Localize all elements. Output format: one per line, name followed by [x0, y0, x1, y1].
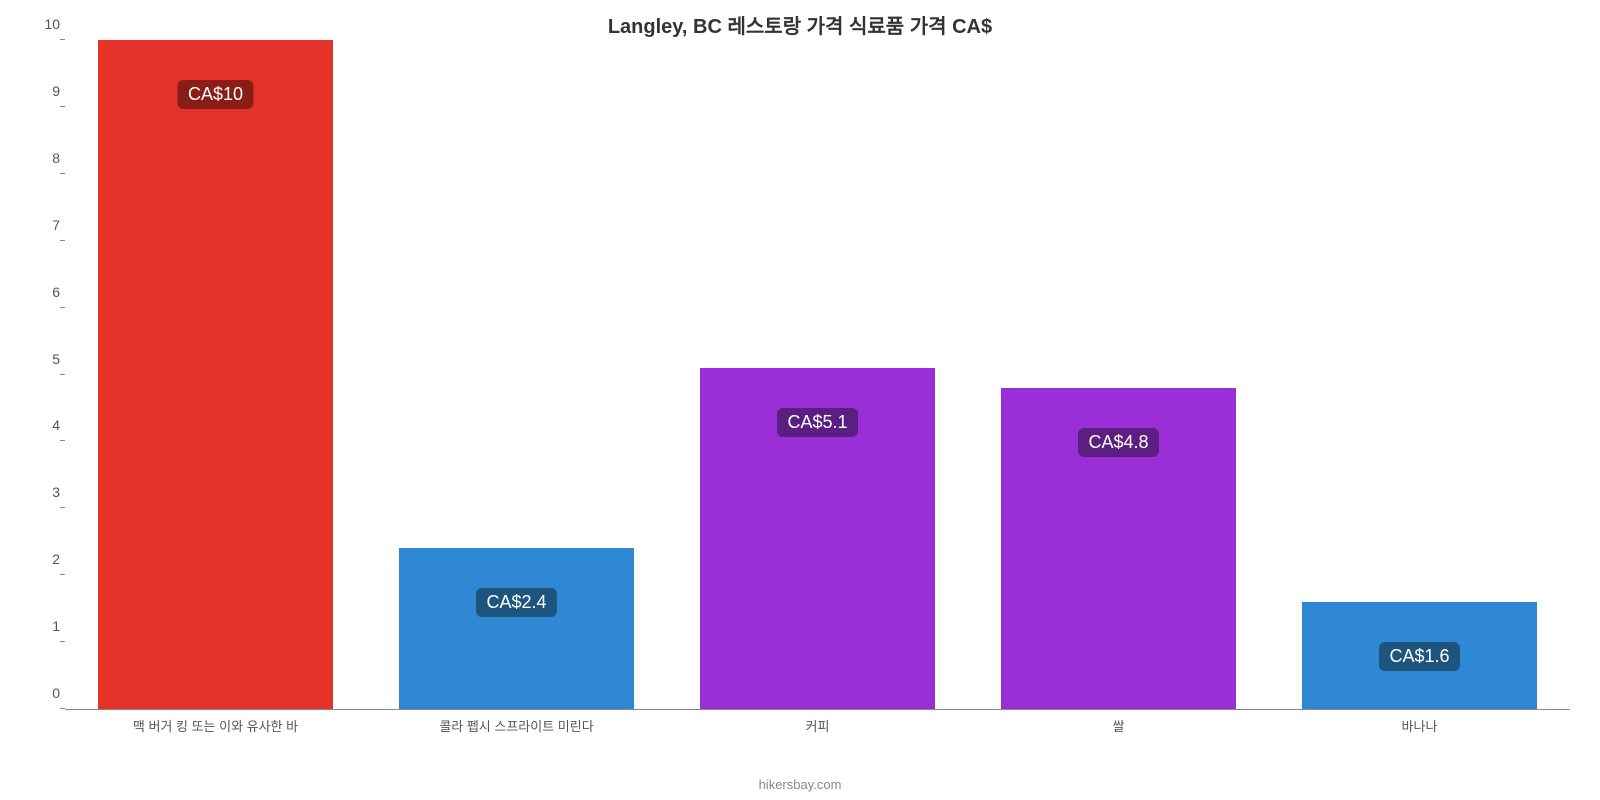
bar-value-label: CA$1.6	[1379, 642, 1459, 671]
bar-rect: CA$5.1	[700, 368, 935, 709]
bar-value-label: CA$10	[178, 80, 253, 109]
x-tick-label: 커피	[806, 716, 830, 735]
attribution-text: hikersbay.com	[759, 777, 842, 792]
y-tick-mark	[60, 574, 65, 575]
bar: CA$4.8	[1001, 388, 1236, 709]
y-tick-mark	[60, 173, 65, 174]
y-tick-mark	[60, 39, 65, 40]
bar-value-label: CA$5.1	[777, 408, 857, 437]
y-tick-label: 0	[30, 685, 60, 701]
y-tick-mark	[60, 307, 65, 308]
bar-rect: CA$2.4	[399, 548, 634, 709]
chart-area: 012345678910CA$10CA$2.4CA$5.1CA$4.8CA$1.…	[65, 40, 1570, 740]
y-tick-mark	[60, 507, 65, 508]
y-tick-mark	[60, 374, 65, 375]
y-tick-label: 6	[30, 284, 60, 300]
chart-title: Langley, BC 레스토랑 가격 식료품 가격 CA$	[0, 0, 1600, 39]
bar: CA$2.4	[399, 548, 634, 709]
x-tick-label: 콜라 펩시 스프라이트 미린다	[439, 716, 593, 735]
x-tick-label: 바나나	[1402, 716, 1438, 735]
bar-value-label: CA$4.8	[1078, 428, 1158, 457]
bar: CA$1.6	[1302, 602, 1537, 709]
bar: CA$5.1	[700, 368, 935, 709]
x-tick-label: 쌀	[1113, 716, 1125, 735]
bar-rect: CA$4.8	[1001, 388, 1236, 709]
y-tick-mark	[60, 641, 65, 642]
y-tick-label: 3	[30, 484, 60, 500]
y-tick-label: 10	[30, 16, 60, 32]
y-tick-mark	[60, 708, 65, 709]
y-tick-label: 8	[30, 150, 60, 166]
y-tick-mark	[60, 106, 65, 107]
y-tick-label: 4	[30, 417, 60, 433]
y-tick-label: 5	[30, 351, 60, 367]
bar: CA$10	[98, 40, 333, 709]
y-tick-label: 9	[30, 83, 60, 99]
y-tick-label: 2	[30, 551, 60, 567]
plot-region: 012345678910CA$10CA$2.4CA$5.1CA$4.8CA$1.…	[65, 40, 1570, 710]
bar-rect: CA$1.6	[1302, 602, 1537, 709]
y-tick-mark	[60, 440, 65, 441]
y-tick-label: 7	[30, 217, 60, 233]
x-tick-label: 맥 버거 킹 또는 이와 유사한 바	[133, 716, 298, 735]
bar-value-label: CA$2.4	[476, 588, 556, 617]
y-tick-mark	[60, 240, 65, 241]
y-tick-label: 1	[30, 618, 60, 634]
bar-rect: CA$10	[98, 40, 333, 709]
x-axis-labels: 맥 버거 킹 또는 이와 유사한 바 콜라 펩시 스프라이트 미린다 커피 쌀 바나나	[65, 710, 1570, 740]
